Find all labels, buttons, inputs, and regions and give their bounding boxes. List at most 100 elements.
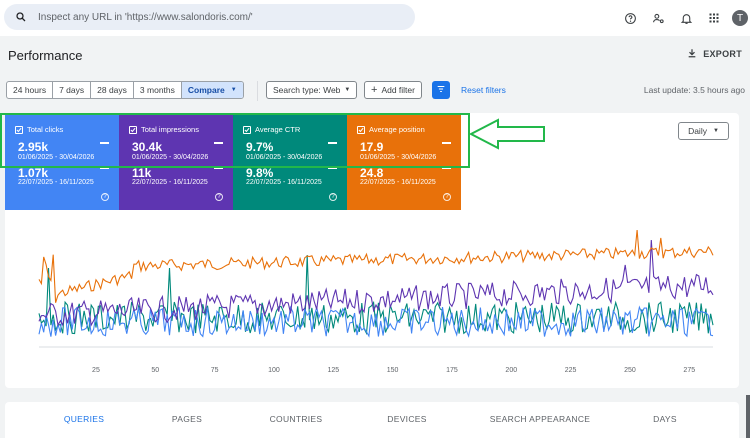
series-line-impressions [38, 239, 714, 327]
add-filter-button[interactable]: + Add filter [364, 81, 422, 99]
filter-options-button[interactable] [432, 81, 450, 99]
x-tick-label: 50 [151, 367, 159, 374]
checkbox-checked-icon[interactable] [15, 125, 23, 134]
metric-tile-ctr[interactable]: Average CTR 9.7% 01/06/2025 - 30/04/2026… [233, 113, 347, 210]
x-tick-label: 275 [683, 367, 695, 374]
metric-tiles: Total clicks 2.95k 01/06/2025 - 30/04/20… [5, 113, 461, 210]
caret-down-icon: ▼ [230, 87, 237, 93]
metric-value-compare: 1.07k [18, 166, 49, 180]
account-avatar[interactable]: T [732, 10, 748, 26]
metric-tile-impressions[interactable]: Total impressions 30.4k 01/06/2025 - 30/… [119, 113, 233, 210]
tab-countries[interactable]: COUNTRIES [269, 414, 323, 424]
granularity-label: Daily [688, 126, 707, 136]
x-tick-label: 100 [268, 367, 280, 374]
search-type-label: Search type: Web [273, 85, 341, 95]
series-line-clicks [38, 305, 714, 338]
metric-value-current: 2.95k [18, 140, 49, 154]
dashed-line-legend [214, 167, 223, 169]
report-tabs-card [5, 402, 739, 438]
metric-range-compare: 22/07/2025 - 16/11/2025 [360, 179, 436, 186]
solid-line-legend [214, 142, 223, 144]
metric-value-current: 17.9 [360, 140, 384, 154]
dashed-line-legend [442, 167, 451, 169]
page-scrollbar[interactable] [746, 395, 750, 438]
metric-value-compare: 24.8 [360, 166, 384, 180]
reset-filters-link[interactable]: Reset filters [461, 85, 506, 95]
caret-down-icon: ▼ [712, 128, 719, 134]
apps-grid-icon[interactable] [700, 8, 728, 28]
plus-icon: + [371, 83, 378, 96]
metric-value-current: 30.4k [132, 140, 163, 154]
add-filter-label: Add filter [381, 85, 415, 95]
filter-divider [257, 81, 258, 101]
metric-range-compare: 22/07/2025 - 16/11/2025 [18, 179, 94, 186]
compare-label: Compare [187, 85, 225, 95]
export-label: EXPORT [703, 49, 742, 59]
metric-tile-clicks[interactable]: Total clicks 2.95k 01/06/2025 - 30/04/20… [5, 113, 119, 210]
url-inspection-search[interactable] [4, 4, 415, 30]
checkbox-checked-icon[interactable] [243, 125, 251, 134]
range-28-days[interactable]: 28 days [91, 82, 134, 98]
metric-range-compare: 22/07/2025 - 16/11/2025 [132, 179, 208, 186]
range-24-hours[interactable]: 24 hours [7, 82, 54, 98]
annotation-arrow [468, 118, 545, 150]
metric-range-current: 01/06/2025 - 30/04/2026 [18, 154, 95, 161]
date-range-selector: 24 hours 7 days 28 days 3 months Compare… [6, 81, 244, 99]
top-bar: T [0, 0, 750, 36]
help-circle-icon[interactable]: ? [443, 193, 451, 201]
help-circle-icon[interactable]: ? [101, 193, 109, 201]
series-line-position [38, 229, 714, 303]
range-3-months[interactable]: 3 months [134, 82, 182, 98]
tab-days[interactable]: DAYS [653, 414, 677, 424]
x-tick-label: 225 [565, 367, 577, 374]
metric-range-current: 01/06/2025 - 30/04/2026 [132, 154, 209, 161]
x-tick-label: 75 [211, 367, 219, 374]
tab-search-appearance[interactable]: SEARCH APPEARANCE [489, 414, 591, 424]
solid-line-legend [328, 142, 337, 144]
url-inspection-input[interactable] [38, 11, 398, 23]
filter-bar: 24 hours 7 days 28 days 3 months Compare… [0, 78, 750, 104]
metric-label: Average position [369, 125, 425, 134]
checkbox-checked-icon[interactable] [357, 125, 365, 134]
caret-down-icon: ▼ [344, 87, 351, 93]
metric-value-compare: 9.8% [246, 166, 274, 180]
manage-users-icon[interactable] [644, 8, 672, 28]
notifications-icon[interactable] [672, 8, 700, 28]
last-update-text: Last update: 3.5 hours ago [643, 85, 745, 95]
metric-range-compare: 22/07/2025 - 16/11/2025 [246, 179, 322, 186]
help-circle-icon[interactable]: ? [215, 193, 223, 201]
metric-range-current: 01/06/2025 - 30/04/2026 [246, 154, 323, 161]
tab-queries[interactable]: QUERIES [63, 414, 105, 424]
metric-label: Total clicks [27, 125, 64, 134]
metric-value-current: 9.7% [246, 140, 274, 154]
solid-line-legend [442, 142, 451, 144]
tab-pages[interactable]: PAGES [171, 414, 203, 424]
download-icon [687, 48, 697, 60]
x-tick-label: 200 [505, 367, 517, 374]
x-tick-label: 125 [327, 367, 339, 374]
search-icon [4, 11, 38, 23]
x-tick-label: 250 [624, 367, 636, 374]
x-tick-label: 150 [387, 367, 399, 374]
granularity-dropdown[interactable]: Daily ▼ [678, 122, 729, 140]
metric-label: Total impressions [141, 125, 199, 134]
compare-dropdown[interactable]: Compare ▼ [181, 82, 243, 98]
range-7-days[interactable]: 7 days [53, 82, 92, 98]
tab-devices[interactable]: DEVICES [387, 414, 427, 424]
search-type-dropdown[interactable]: Search type: Web ▼ [266, 81, 358, 99]
metric-tile-position[interactable]: Average position 17.9 01/06/2025 - 30/04… [347, 113, 461, 210]
help-circle-icon[interactable]: ? [329, 193, 337, 201]
page-header: Performance EXPORT [0, 36, 750, 76]
checkbox-checked-icon[interactable] [129, 125, 137, 134]
metric-label: Average CTR [255, 125, 301, 134]
help-icon[interactable] [616, 8, 644, 28]
x-tick-label: 175 [446, 367, 458, 374]
metric-value-compare: 11k [132, 166, 152, 180]
performance-chart: 25 50 75 100 125 150 175 200 225 250 275 [38, 229, 714, 374]
dashed-line-legend [100, 167, 109, 169]
dashed-line-legend [328, 167, 337, 169]
metric-range-current: 01/06/2025 - 30/04/2026 [360, 154, 437, 161]
x-tick-label: 25 [92, 367, 100, 374]
annotation-highlight-box [0, 113, 470, 168]
export-button[interactable]: EXPORT [687, 48, 742, 60]
